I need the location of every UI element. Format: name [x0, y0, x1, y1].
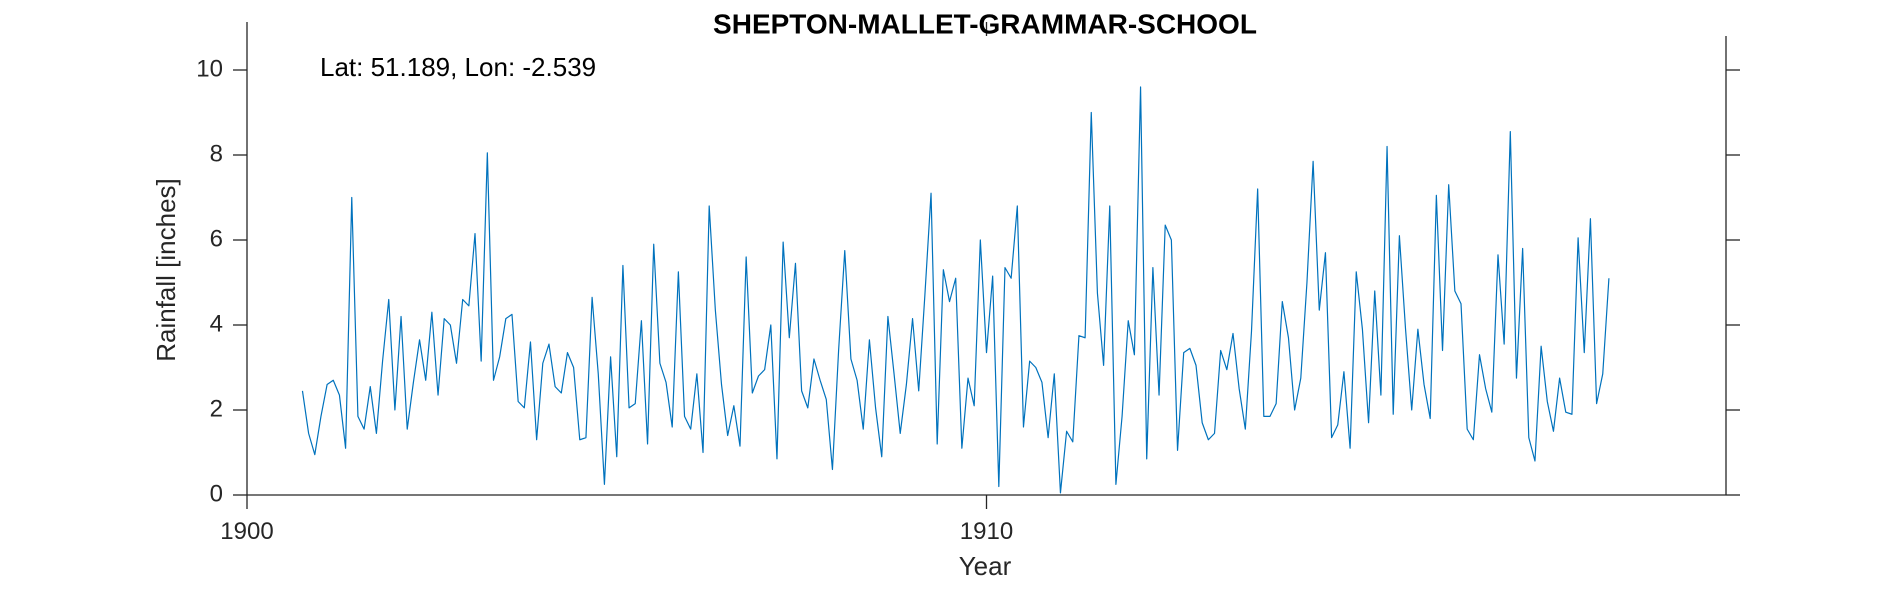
rainfall-series-line — [301, 86, 1610, 494]
plot-area — [247, 36, 1726, 495]
y-tick-label: 0 — [210, 480, 223, 507]
y-tick-label: 8 — [210, 140, 223, 167]
location-annotation: Lat: 51.189, Lon: -2.539 — [320, 52, 596, 82]
y-tick-label: 2 — [210, 395, 223, 422]
x-tick-label: 1910 — [960, 518, 1013, 545]
y-tick-label: 4 — [210, 310, 223, 337]
y-tick-label: 6 — [210, 225, 223, 252]
y-axis-label: Rainfall [inches] — [151, 178, 181, 362]
y-tick-label: 10 — [196, 55, 223, 82]
x-axis-label: Year — [959, 551, 1012, 581]
x-tick-label: 1900 — [220, 518, 273, 545]
chart-title: SHEPTON-MALLET-GRAMMAR-SCHOOL — [713, 8, 1257, 39]
